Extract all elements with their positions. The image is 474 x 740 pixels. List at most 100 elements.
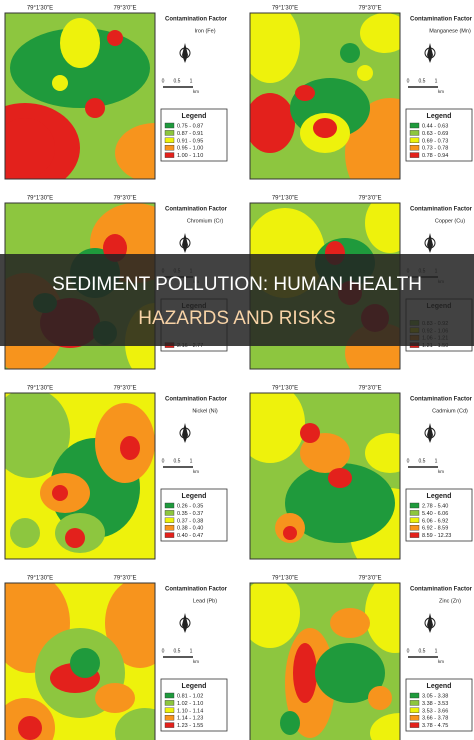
longitude-label: 79°3'0"E bbox=[113, 576, 136, 582]
legend-swatch bbox=[164, 692, 175, 699]
legend-swatch bbox=[164, 144, 175, 151]
contamination-zone bbox=[250, 13, 300, 83]
scale-label: 0.5 bbox=[174, 458, 181, 464]
legend-swatch bbox=[164, 122, 175, 129]
north-arrow bbox=[182, 423, 188, 443]
scale-label: 0 bbox=[162, 648, 165, 654]
legend-label: 0.69 - 0.73 bbox=[422, 138, 448, 144]
contamination-zone bbox=[5, 393, 70, 478]
legend-swatch bbox=[409, 122, 420, 129]
scale-label: 1 bbox=[190, 648, 193, 654]
legend-swatch bbox=[164, 130, 175, 136]
legend-swatch bbox=[164, 707, 175, 713]
legend-swatch bbox=[409, 715, 420, 721]
longitude-label: 79°3'0"E bbox=[358, 386, 381, 392]
map-heading: Contamination Factor bbox=[165, 207, 228, 213]
map-panel: 79°1'30"E 79°3'0"E Contamination Factor Iro… bbox=[4, 6, 228, 180]
contamination-zone bbox=[115, 123, 155, 179]
map-area bbox=[250, 13, 400, 179]
legend-swatch bbox=[164, 510, 175, 516]
map-panel: 79°1'30"E 79°3'0"E Contamination Factor Cad… bbox=[249, 386, 473, 560]
legend-label: 0.63 - 0.69 bbox=[422, 131, 448, 137]
contamination-zone bbox=[340, 43, 360, 63]
legend-label: 3.53 - 3.66 bbox=[422, 708, 448, 714]
map-frame bbox=[4, 12, 156, 180]
legend-label: 0.87 - 0.91 bbox=[177, 131, 203, 137]
legend-title: Legend bbox=[427, 113, 452, 120]
legend-swatch bbox=[164, 525, 175, 531]
contamination-zone bbox=[328, 468, 352, 488]
longitude-label: 79°1'30"E bbox=[27, 386, 53, 392]
legend-swatch bbox=[409, 525, 420, 531]
map-panel: 79°1'30"E 79°3'0"E Contamination Factor Nic… bbox=[4, 386, 228, 560]
longitude-label: 79°1'30"E bbox=[27, 576, 53, 582]
legend-swatch bbox=[164, 700, 175, 706]
contamination-zone bbox=[368, 686, 392, 710]
legend-swatch bbox=[409, 722, 420, 728]
element-name: Copper (Cu) bbox=[435, 218, 465, 224]
contamination-zone bbox=[52, 485, 68, 501]
contamination-zone bbox=[18, 716, 42, 740]
contamination-zone bbox=[107, 30, 123, 46]
map-frame bbox=[249, 392, 401, 560]
contamination-zone bbox=[360, 13, 400, 53]
legend-label: 8.59 - 12.23 bbox=[422, 533, 451, 539]
legend-swatch bbox=[409, 707, 420, 713]
scale-label: 0.5 bbox=[419, 78, 426, 84]
contamination-zone bbox=[85, 98, 105, 118]
contamination-zone bbox=[5, 118, 55, 178]
scale-unit: km bbox=[438, 89, 444, 94]
legend-label: 0.38 - 0.40 bbox=[177, 526, 203, 532]
legend-label: 0.95 - 1.00 bbox=[177, 146, 203, 152]
north-arrow bbox=[427, 613, 433, 633]
legend-title: Legend bbox=[182, 683, 207, 690]
map-frame bbox=[4, 392, 156, 560]
legend-label: 1.14 - 1.23 bbox=[177, 716, 203, 722]
contamination-zone bbox=[280, 711, 300, 735]
legend-swatch bbox=[409, 517, 420, 523]
scale-label: 0.5 bbox=[419, 458, 426, 464]
scale-label: 0.5 bbox=[419, 648, 426, 654]
longitude-label: 79°1'30"E bbox=[272, 196, 298, 202]
longitude-label: 79°1'30"E bbox=[272, 386, 298, 392]
legend-swatch bbox=[409, 692, 420, 699]
contamination-zone bbox=[293, 643, 317, 703]
longitude-label: 79°1'30"E bbox=[27, 196, 53, 202]
longitude-label: 79°3'0"E bbox=[358, 6, 381, 12]
scale-unit: km bbox=[193, 659, 199, 664]
contamination-zone bbox=[295, 85, 315, 101]
contamination-zone bbox=[120, 436, 140, 460]
map-heading: Contamination Factor bbox=[165, 17, 228, 23]
legend-swatch bbox=[409, 137, 420, 144]
north-arrow bbox=[182, 43, 188, 63]
contamination-zone bbox=[370, 713, 400, 740]
contamination-zone bbox=[52, 75, 68, 91]
map-area bbox=[5, 393, 155, 559]
map-frame bbox=[4, 582, 156, 740]
legend-swatch bbox=[164, 517, 175, 523]
legend-label: 0.35 - 0.37 bbox=[177, 511, 203, 517]
legend-label: 3.05 - 3.38 bbox=[422, 693, 448, 699]
contamination-zone bbox=[365, 583, 400, 653]
contamination-zone bbox=[60, 18, 100, 68]
scale-unit: km bbox=[438, 659, 444, 664]
contamination-zone bbox=[330, 608, 370, 638]
contamination-zone bbox=[315, 643, 385, 703]
legend-label: 3.78 - 4.75 bbox=[422, 723, 448, 729]
legend-label: 3.66 - 3.78 bbox=[422, 716, 448, 722]
contamination-zone bbox=[105, 583, 155, 668]
legend-swatch bbox=[164, 532, 175, 538]
legend-label: 2.78 - 5.40 bbox=[422, 503, 448, 509]
scale-unit: km bbox=[438, 469, 444, 474]
legend-title: Legend bbox=[182, 113, 207, 120]
scale-label: 1 bbox=[190, 458, 193, 464]
legend-label: 1.00 - 1.10 bbox=[177, 153, 203, 159]
element-name: Manganese (Mn) bbox=[429, 28, 471, 34]
longitude-label: 79°1'30"E bbox=[272, 576, 298, 582]
contamination-zone bbox=[300, 423, 320, 443]
legend-label: 1.10 - 1.14 bbox=[177, 708, 203, 714]
legend-swatch bbox=[409, 502, 420, 509]
contamination-zone bbox=[10, 518, 40, 548]
contamination-zone bbox=[250, 583, 300, 648]
